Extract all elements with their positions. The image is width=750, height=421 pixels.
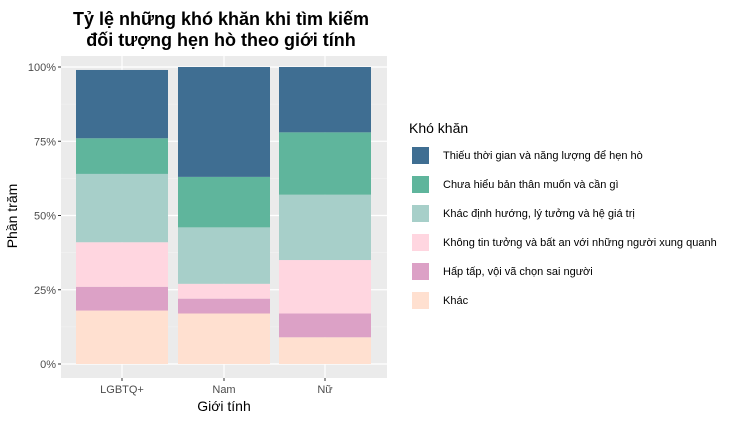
bar-segment [178, 283, 270, 299]
x-tick-label: Nữ [317, 384, 333, 396]
x-tick-label: LGBTQ+ [100, 384, 144, 396]
y-tick-label: 75% [34, 136, 56, 148]
bar-segment [279, 67, 371, 133]
bar-segment [76, 242, 168, 287]
legend-title: Khó khăn [409, 120, 468, 136]
legend-label: Hấp tấp, vội vã chọn sai người [443, 266, 593, 278]
bar-segment [178, 313, 270, 364]
y-tick-label: 25% [34, 285, 56, 297]
y-tick-label: 50% [34, 211, 56, 223]
legend-swatch [412, 292, 429, 309]
bar-segment [76, 173, 168, 243]
x-tick-label: Nam [212, 384, 235, 396]
legend-label: Khác [443, 295, 469, 307]
y-axis-title: Phần trăm [4, 184, 20, 249]
x-axis-title: Giới tính [197, 398, 251, 414]
bar-segment [178, 298, 270, 314]
legend-swatch [412, 263, 429, 280]
bar-segment [279, 313, 371, 338]
chart-title-line-1: Tỷ lệ những khó khăn khi tìm kiếm [73, 9, 369, 29]
legend-swatch [412, 176, 429, 193]
bar-segment [76, 310, 168, 364]
bar-segment [178, 227, 270, 284]
legend-swatch [412, 205, 429, 222]
bar-segment [279, 132, 371, 195]
bar-segment [76, 286, 168, 311]
bar-segment [76, 69, 168, 139]
legend-label: Chưa hiểu bản thân muốn và cần gì [443, 179, 619, 191]
legend: Thiếu thời gian và năng lượng để hẹn hò C… [412, 147, 717, 309]
bar-segment [178, 67, 270, 177]
legend-label: Khác định hướng, lý tưởng và hệ giá trị [443, 208, 635, 220]
bar-segment [279, 260, 371, 314]
bar-segment [279, 337, 371, 364]
legend-label: Thiếu thời gian và năng lượng để hẹn hò [443, 150, 643, 162]
bar-segment [76, 138, 168, 174]
bar-segment [279, 194, 371, 261]
x-axis-ticks: LGBTQ+ Nam Nữ [100, 378, 333, 396]
legend-label: Không tin tưởng và bất an với những ngườ… [443, 237, 717, 249]
chart-title-line-2: đối tượng hẹn hò theo giới tính [86, 30, 356, 50]
legend-swatch [412, 234, 429, 251]
legend-swatch [412, 147, 429, 164]
y-axis-ticks: 0% 25% 50% 75% 100% [28, 62, 61, 371]
bars [76, 67, 371, 364]
y-tick-label: 100% [28, 62, 56, 74]
bar-segment [178, 176, 270, 228]
y-tick-label: 0% [40, 359, 56, 371]
